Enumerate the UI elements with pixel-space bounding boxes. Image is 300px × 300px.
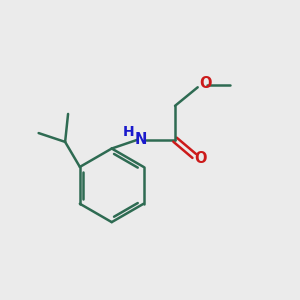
Text: H: H	[123, 125, 135, 139]
Text: O: O	[199, 76, 212, 91]
Text: N: N	[135, 132, 147, 147]
Text: O: O	[194, 151, 206, 166]
